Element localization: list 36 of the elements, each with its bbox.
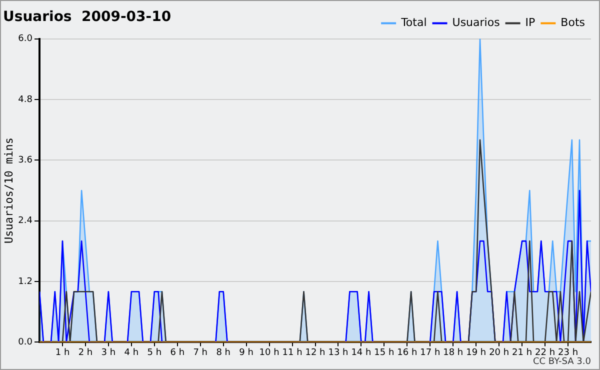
x-tick-label: 20 h [489, 348, 510, 358]
y-tick-label: 4.8 [18, 94, 33, 105]
x-tick-label: 18 h [443, 348, 464, 358]
y-tick-label: 2.4 [18, 216, 33, 226]
y-tick-label: 6.0 [18, 34, 33, 44]
x-tick-label: 3 h [101, 348, 116, 358]
x-tick-label: 6 h [170, 348, 185, 358]
text: CC BY-SA 3.0 [533, 356, 592, 367]
x-tick-label: 13 h [328, 348, 348, 358]
x-tick-label: 9 h [239, 348, 254, 358]
x-tick-label: 15 h [374, 348, 394, 358]
x-tick-label: 16 h [397, 348, 418, 358]
x-tick-label: 14 h [351, 348, 372, 358]
y-tick-label: 3.6 [18, 156, 33, 166]
y-axis-title: Usuarios/10 mins [2, 138, 16, 244]
x-tick-label: 1 h [55, 348, 70, 358]
legend-label: Total [400, 16, 427, 30]
legend-label: Usuarios [452, 16, 500, 30]
x-tick-label: 2 h [78, 348, 93, 358]
x-tick-label: 17 h [420, 348, 440, 358]
x-tick-label: 5 h [147, 348, 162, 358]
chart-title: Usuarios 2009-03-10 [3, 9, 172, 26]
x-tick-label: 8 h [216, 348, 230, 358]
x-tick-label: 23 h [558, 348, 578, 358]
x-tick-label: 21 h [512, 348, 532, 358]
y-tick-label: 1.2 [18, 276, 33, 287]
x-tick-label: 11 h [282, 348, 302, 358]
x-tick-label: 7 h [193, 348, 208, 358]
y-tick-label: 0.0 [18, 338, 33, 348]
x-tick-label: 22 h [535, 348, 556, 358]
x-tick-label: 10 h [259, 348, 280, 358]
x-tick-label: 19 h [466, 348, 486, 358]
legend-label: Bots [560, 16, 586, 30]
legend-label: IP [525, 16, 536, 30]
x-tick-label: 4 h [124, 348, 139, 358]
x-tick-label: 12 h [305, 348, 326, 358]
